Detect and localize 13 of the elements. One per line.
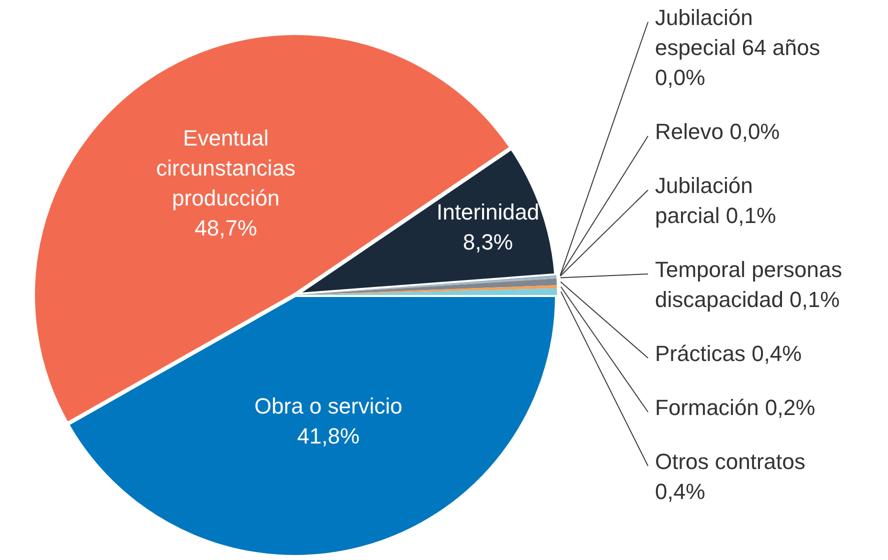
data-label: 48,7% (194, 216, 258, 241)
slice-label: Obra o servicio (254, 394, 402, 419)
slice-label: Prácticas 0,4% (655, 341, 802, 366)
category-label: Relevo 0,0% (655, 119, 780, 144)
slice-label: Jubilación parcial 0,1% (655, 173, 776, 228)
slice-label: Otros contratos (655, 449, 806, 474)
data-label: 41,8% (297, 424, 360, 449)
slice-label: Formación 0,2% (655, 395, 816, 420)
data-label: 0,4% (655, 479, 706, 504)
text: 0,0% (655, 65, 706, 90)
slice-label: Eventual circunstancias producción (156, 126, 296, 211)
slice-label: Temporal personas discapacidad 0,1% (655, 257, 842, 312)
category-label: Jubilación especial 64 años (655, 5, 820, 60)
